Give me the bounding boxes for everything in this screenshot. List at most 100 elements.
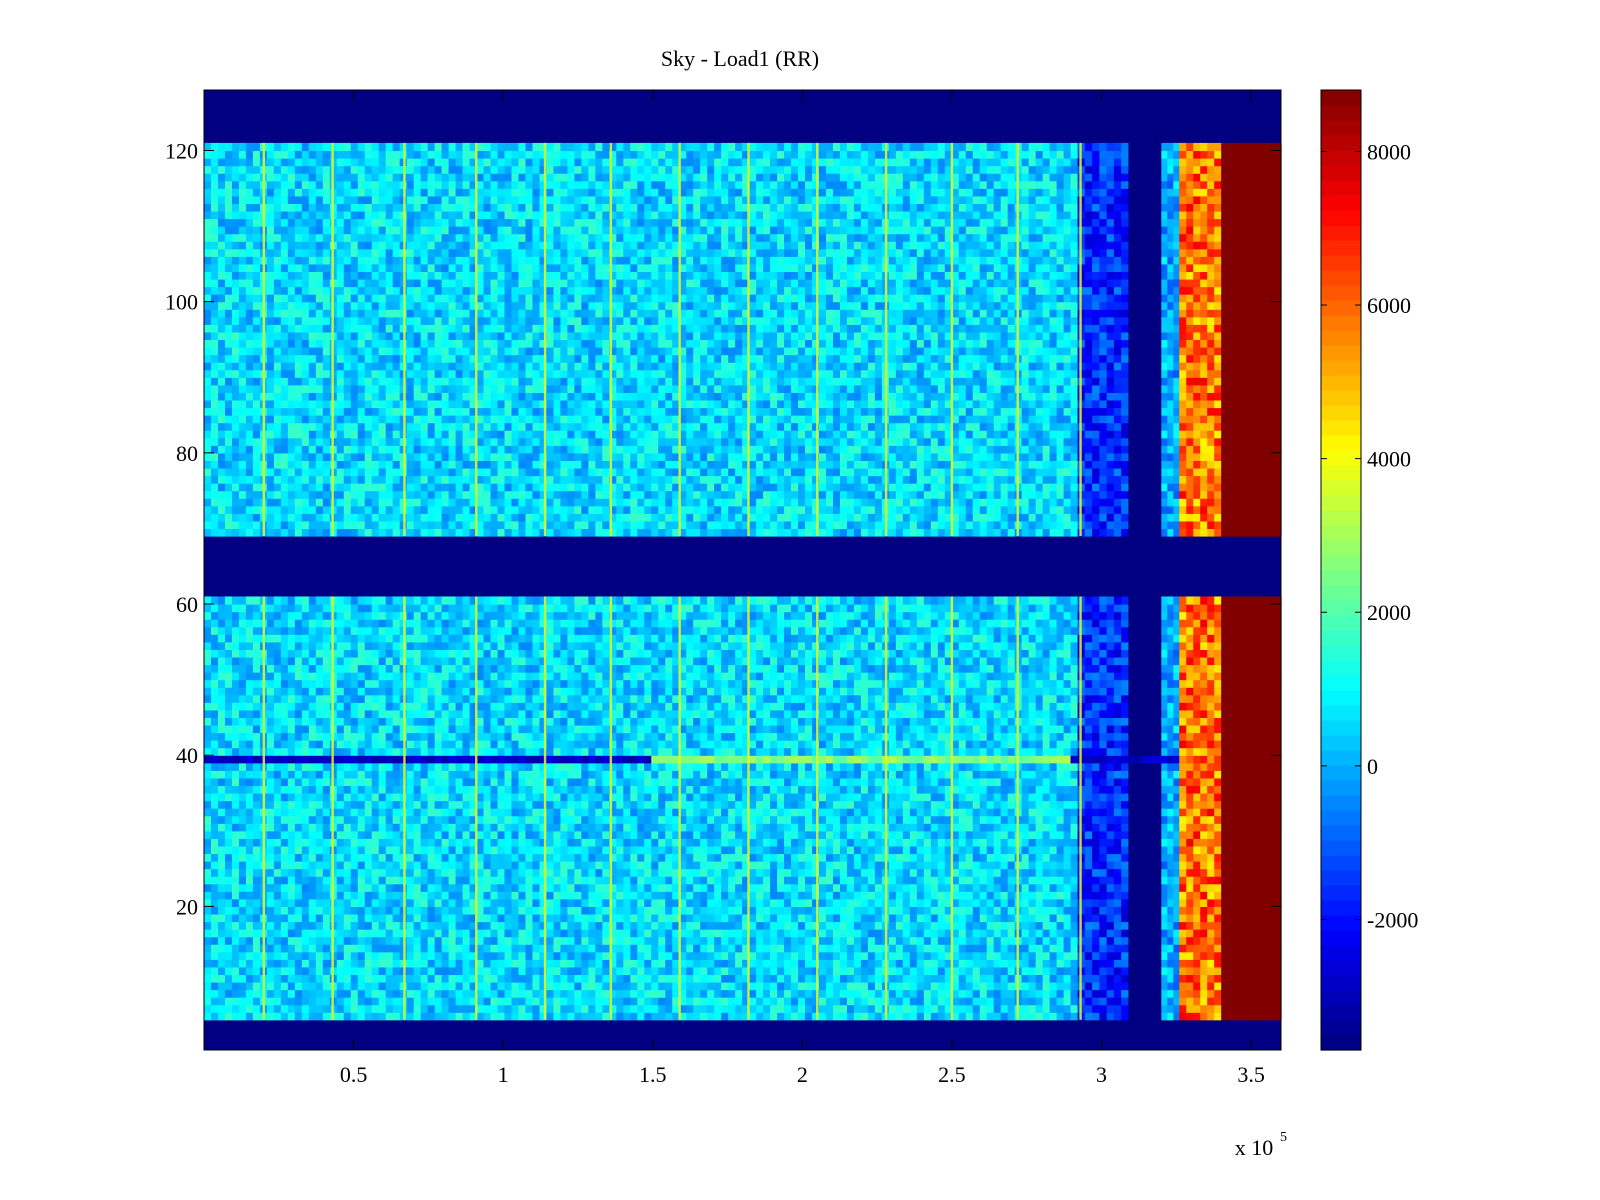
heatmap-cell [693, 755, 701, 764]
heatmap-cell [287, 921, 296, 930]
heatmap-cell [784, 853, 792, 862]
heatmap-cell [448, 800, 457, 809]
heatmap-cell [385, 981, 394, 991]
heatmap-cell [476, 853, 485, 862]
heatmap-cell [294, 891, 303, 900]
heatmap-cell [427, 929, 436, 938]
heatmap-cell [658, 997, 666, 1006]
heatmap-cell [763, 891, 771, 900]
heatmap-cell [469, 981, 478, 991]
heatmap-cell [280, 792, 289, 802]
heatmap-cell [588, 906, 596, 915]
heatmap-cell [700, 959, 708, 968]
heatmap-cell [979, 966, 988, 976]
heatmap-cell [553, 913, 562, 923]
heatmap-cell [532, 883, 541, 892]
heatmap-cell [986, 853, 995, 862]
heatmap-cell [231, 989, 240, 998]
heatmap-cell [301, 997, 310, 1006]
heatmap-cell [728, 876, 736, 885]
heatmap-cell [413, 951, 422, 960]
heatmap-cell [679, 1004, 687, 1013]
heatmap-cell [735, 959, 743, 968]
heatmap-cell [245, 740, 254, 749]
heatmap-cell [210, 974, 219, 983]
heatmap-cell [805, 717, 813, 726]
heatmap-cell [511, 845, 520, 855]
heatmap-cell [371, 1004, 380, 1013]
heatmap-cell [448, 876, 457, 885]
heatmap-cell [916, 959, 925, 968]
heatmap-cell [539, 1012, 548, 1021]
heatmap-cell [434, 906, 443, 915]
heatmap-cell [210, 777, 219, 787]
heatmap-cell [525, 755, 534, 764]
heatmap-cell [805, 929, 813, 938]
heatmap-cell [343, 936, 352, 945]
heatmap-cell [385, 830, 394, 839]
heatmap-cell [294, 913, 303, 923]
heatmap-cell [546, 823, 555, 832]
heatmap-cell [951, 936, 960, 945]
heatmap-cell [679, 777, 687, 787]
heatmap-cell [490, 981, 499, 991]
heatmap-cell [448, 815, 457, 824]
heatmap-cell [497, 717, 506, 726]
heatmap-cell [357, 815, 366, 824]
heatmap-cell [951, 747, 960, 756]
heatmap-cell [895, 755, 904, 764]
heatmap-cell [553, 853, 562, 862]
heatmap-cell [266, 936, 275, 945]
heatmap-cell [322, 800, 331, 809]
heatmap-cell [511, 1004, 520, 1013]
heatmap-cell [749, 913, 757, 923]
heatmap-cell [986, 876, 995, 885]
heatmap-cell [385, 966, 394, 976]
heatmap-cell [343, 997, 352, 1006]
heatmap-cell [1042, 951, 1051, 960]
heatmap-cell [616, 845, 624, 855]
heatmap-cell [378, 777, 387, 787]
heatmap-cell [525, 724, 534, 734]
heatmap-cell [979, 906, 988, 915]
heatmap-cell [923, 785, 932, 794]
heatmap-cell [476, 800, 485, 809]
heatmap-cell [1049, 861, 1058, 870]
heatmap-cell [867, 929, 876, 938]
heatmap-cell [231, 981, 240, 991]
heatmap-cell [749, 868, 757, 877]
heatmap-cell [770, 974, 778, 983]
heatmap-cell [951, 717, 960, 726]
heatmap-cell [1042, 785, 1051, 794]
heatmap-cell [539, 740, 548, 749]
heatmap-cell [595, 800, 603, 809]
heatmap-cell [944, 913, 953, 923]
heatmap-cell [651, 1012, 659, 1021]
heatmap-cell [539, 921, 548, 930]
heatmap-cell [686, 770, 694, 779]
heatmap-cell [707, 770, 715, 779]
heatmap-cell [434, 876, 443, 885]
heatmap-cell [672, 929, 680, 938]
heatmap-cell [846, 777, 855, 787]
heatmap-cell [1028, 936, 1037, 945]
heatmap-cell [714, 868, 722, 877]
heatmap-cell [777, 944, 785, 953]
heatmap-cell [700, 891, 708, 900]
heatmap-cell [770, 929, 778, 938]
heatmap-cell [427, 1004, 436, 1013]
heatmap-cell [231, 944, 240, 953]
heatmap-cell [679, 861, 687, 870]
heatmap-cell [679, 906, 687, 915]
heatmap-cell [888, 732, 897, 741]
heatmap-cell [895, 740, 904, 749]
heatmap-cell [350, 936, 359, 945]
heatmap-cell [644, 845, 652, 855]
heatmap-cell [1021, 740, 1030, 749]
heatmap-cell [700, 883, 708, 892]
heatmap-cell [504, 815, 513, 824]
heatmap-cell [546, 755, 555, 764]
heatmap-cell [637, 792, 645, 802]
heatmap-cell [923, 989, 932, 998]
heatmap-cell [553, 974, 562, 983]
